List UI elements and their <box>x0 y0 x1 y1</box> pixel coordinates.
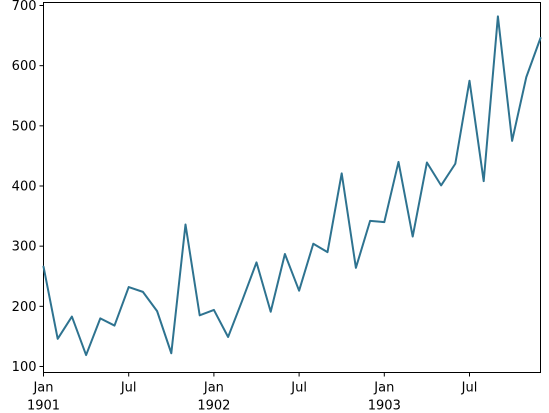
y-tick-label: 300 <box>12 240 37 255</box>
y-tick-label: 400 <box>12 179 37 194</box>
x-tick-label: Jul <box>290 381 307 396</box>
x-tick-label: Jul <box>461 381 478 396</box>
x-tick-year-label: 1901 <box>27 399 60 413</box>
y-axis-ticks: 100 200 300 400 500 600 700 <box>12 0 44 375</box>
x-tick-label: Jul <box>120 381 137 396</box>
plot-area <box>43 2 541 373</box>
x-tick-label: Jan <box>373 381 394 396</box>
x-axis-ticks: Jan 1901 Jul Jan 1902 Jul Jan 1903 Jul <box>27 372 478 413</box>
y-tick-label: 700 <box>12 0 37 14</box>
x-tick-year-label: 1903 <box>368 399 401 413</box>
x-tick-year-label: 1902 <box>197 399 230 413</box>
series-line <box>42 15 542 357</box>
series-group <box>42 15 542 357</box>
y-tick-label: 500 <box>12 119 37 134</box>
y-tick-label: 600 <box>12 59 37 74</box>
y-tick-label: 200 <box>12 300 37 315</box>
y-tick-label: 100 <box>12 360 37 375</box>
x-tick-label: Jan <box>203 381 224 396</box>
x-tick-label: Jan <box>32 381 53 396</box>
